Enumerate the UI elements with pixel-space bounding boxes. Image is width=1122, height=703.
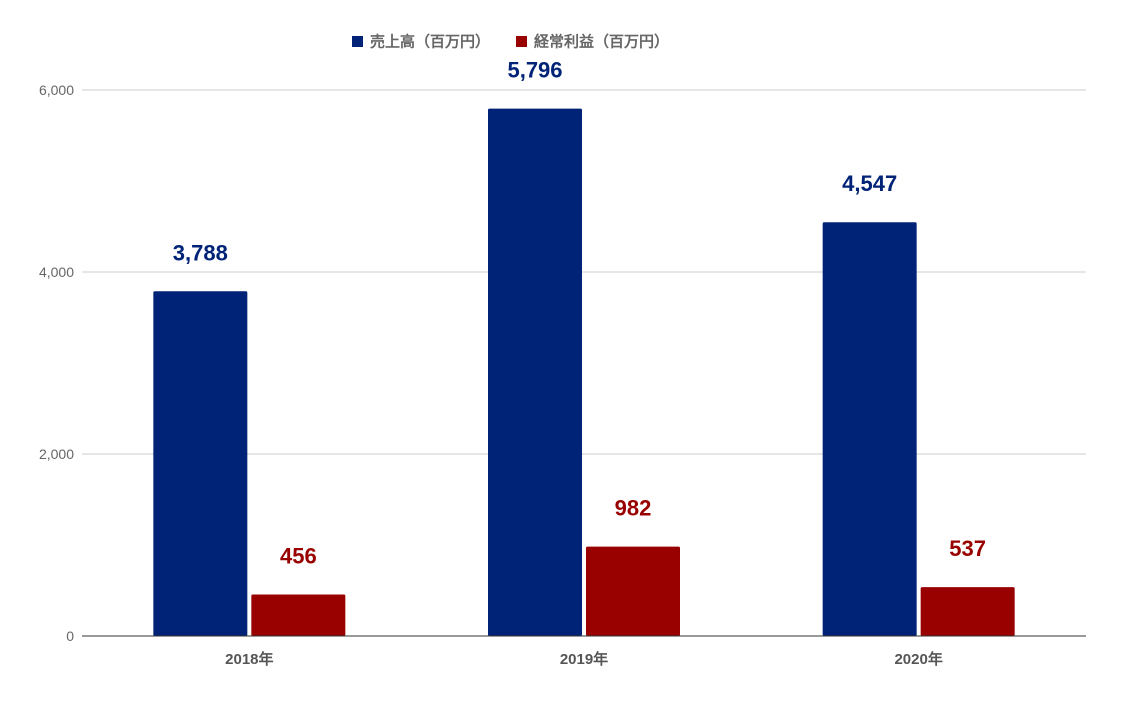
data-label: 537 (949, 536, 986, 561)
legend-swatch (516, 36, 527, 47)
legend: 売上高（百万円） 経常利益（百万円） (352, 33, 669, 51)
y-tick-label: 6,000 (39, 82, 74, 98)
data-labels: 3,788 456 5,796 982 4,547 537 (173, 58, 986, 569)
x-category-label: 2018年 (225, 650, 273, 668)
data-label: 456 (280, 544, 317, 569)
legend-swatch (352, 36, 363, 47)
gridlines (82, 89, 1086, 455)
y-axis-ticks: 0 2,000 4,000 6,000 (39, 82, 74, 644)
legend-label: 売上高（百万円） (370, 33, 490, 51)
x-category-label: 2020年 (894, 650, 942, 668)
x-axis-categories: 2018年 2019年 2020年 (225, 650, 943, 668)
data-label: 3,788 (173, 240, 228, 265)
bar-sales (822, 222, 917, 636)
bar-sales (488, 108, 582, 636)
data-label: 982 (615, 496, 652, 521)
bar-sales (153, 291, 248, 636)
data-label: 5,796 (507, 58, 562, 83)
y-tick-label: 0 (66, 628, 74, 644)
y-tick-label: 2,000 (39, 446, 74, 462)
x-category-label: 2019年 (560, 650, 608, 668)
bar-ordinary-profit (251, 594, 346, 636)
legend-label: 経常利益（百万円） (534, 33, 669, 51)
bar-ordinary-profit (586, 546, 680, 636)
bars (153, 108, 1015, 636)
data-label: 4,547 (842, 171, 897, 196)
y-tick-label: 4,000 (39, 264, 74, 280)
bar-ordinary-profit (920, 587, 1015, 636)
